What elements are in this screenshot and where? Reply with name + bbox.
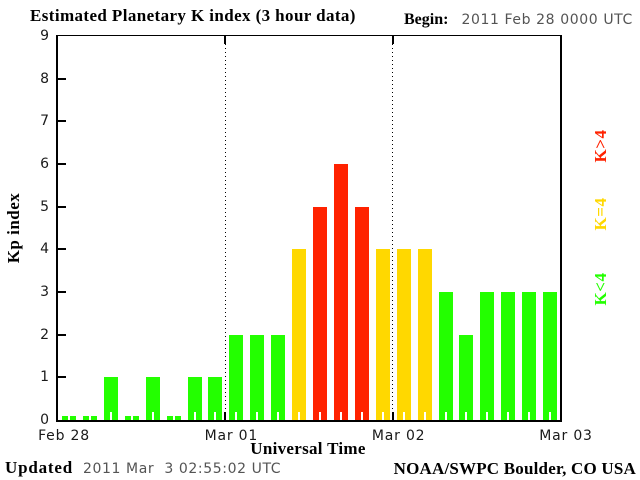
bar-bottom-tick (360, 412, 363, 420)
y-axis-tick (58, 120, 66, 123)
updated-timestamp: Updated 2011 Mar 3 02:55:02 UTC (5, 458, 281, 478)
y-axis-tick (58, 291, 66, 293)
kp-bar (396, 249, 411, 420)
day-boundary-tick (224, 36, 227, 44)
legend-item-high: K>4 (591, 129, 610, 163)
updated-value: 2011 Mar 3 02:55:02 UTC (82, 461, 282, 477)
y-tick-label: 2 (40, 326, 49, 343)
legend-item-low: K<4 (591, 272, 610, 306)
kp-bar (271, 334, 286, 420)
y-axis-tick (58, 376, 66, 379)
kp-bar (166, 412, 181, 420)
kp-bar (292, 249, 307, 420)
bar-bottom-tick (402, 412, 405, 420)
bar-bottom-tick (68, 412, 70, 420)
kp-bar (501, 292, 516, 420)
kp-bar (480, 292, 495, 420)
y-tick-label: 9 (40, 28, 49, 44)
y-axis-tick (58, 205, 66, 208)
bar-bottom-tick (151, 412, 154, 420)
bar-bottom-tick (486, 412, 489, 420)
bar-bottom-tick (235, 412, 238, 420)
bar-bottom-tick (528, 412, 531, 420)
bar-bottom-tick (172, 412, 175, 420)
day-boundary-tick (391, 412, 394, 420)
y-tick-label: 8 (40, 70, 49, 87)
kp-bar (333, 164, 348, 420)
legend-item-mid: K=4 (591, 197, 610, 231)
kp-bar (375, 249, 390, 420)
begin-label: Begin: (404, 11, 449, 28)
kp-bar (187, 377, 202, 420)
kp-bar (229, 334, 244, 420)
y-tick-label: 6 (40, 156, 49, 172)
x-tick-label: Mar 02 (371, 428, 426, 444)
x-tick-label: Mar 03 (539, 428, 593, 444)
bar-bottom-tick (507, 412, 510, 420)
y-tick-label: 1 (40, 369, 49, 386)
bar-bottom-tick (256, 412, 259, 420)
bar-bottom-tick (339, 412, 342, 420)
bar-bottom-tick (549, 412, 552, 420)
day-separator-line (224, 36, 226, 420)
bar-bottom-tick (381, 412, 384, 420)
day-boundary-tick (224, 412, 227, 420)
y-tick-label: 3 (40, 284, 49, 300)
y-axis-tick (58, 248, 66, 251)
bar-bottom-tick (423, 412, 426, 420)
bar-bottom-tick (130, 412, 133, 420)
kp-bar (522, 292, 537, 420)
bar-bottom-tick (88, 412, 91, 420)
begin-timestamp: Begin: 2011 Feb 28 0000 UTC (404, 11, 633, 29)
bar-bottom-tick (109, 412, 112, 420)
x-tick-label: Mar 01 (204, 428, 259, 444)
bar-bottom-tick (214, 412, 217, 420)
kp-bar (459, 334, 474, 420)
kp-bar (417, 249, 432, 420)
x-axis-title: Universal Time (250, 439, 366, 458)
bar-bottom-tick (444, 412, 447, 420)
bar-bottom-tick (465, 412, 468, 420)
kp-bar (250, 334, 265, 420)
kp-bar (543, 292, 558, 420)
bar-bottom-tick (277, 412, 280, 420)
begin-value: 2011 Feb 28 0000 UTC (461, 12, 633, 28)
kp-bar (82, 412, 97, 420)
bar-bottom-tick (319, 412, 321, 420)
y-axis-tick (58, 163, 66, 165)
y-tick-label: 0 (40, 412, 49, 428)
kp-bar (62, 412, 76, 420)
bar-bottom-tick (193, 412, 196, 420)
day-separator-line (392, 36, 394, 420)
chart-title: Estimated Planetary K index (3 hour data… (30, 6, 356, 25)
kp-bar (438, 292, 453, 420)
bar-bottom-tick (298, 412, 301, 420)
kp-bar (145, 377, 160, 420)
day-boundary-tick (391, 36, 394, 44)
kp-bar (208, 377, 223, 420)
y-axis-tick (58, 333, 66, 336)
kp-bar (103, 377, 118, 420)
updated-label: Updated (5, 458, 73, 477)
y-tick-label: 4 (40, 241, 49, 258)
source-credit: NOAA/SWPC Boulder, CO USA (393, 459, 636, 478)
y-axis-tick (58, 77, 66, 80)
kp-bar (313, 206, 327, 420)
kp-bar (354, 206, 369, 420)
x-tick-label: Feb 28 (38, 428, 90, 444)
y-tick-label: 5 (40, 198, 49, 215)
y-tick-label: 7 (40, 113, 49, 130)
plot-area (56, 35, 562, 422)
kp-bar (124, 412, 139, 420)
